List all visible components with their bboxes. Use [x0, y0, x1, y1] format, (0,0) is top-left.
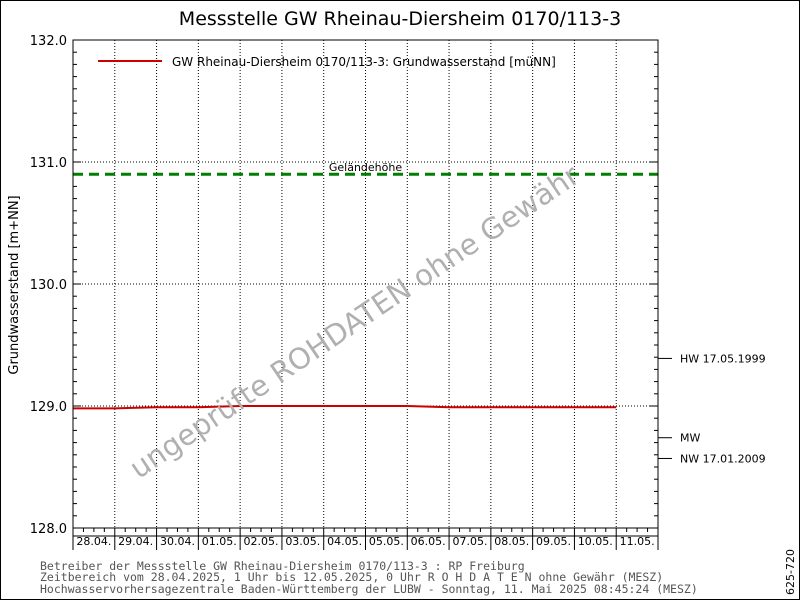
x-tick-label: 29.04. — [118, 535, 153, 548]
marker-label: NW 17.01.2009 — [680, 452, 766, 465]
grid-lines — [73, 40, 658, 528]
y-tick-label: 131.0 — [30, 156, 67, 171]
legend-label: GW Rheinau-Diersheim 0170/113-3: Grundwa… — [172, 55, 556, 69]
x-tick-label: 28.04. — [76, 535, 111, 548]
reference-lines: Geländehöhe — [73, 161, 658, 176]
x-tick-label: 05.05. — [369, 535, 404, 548]
x-tick-label: 02.05. — [244, 535, 279, 548]
series-group — [73, 405, 617, 410]
footer-source: Hochwasservorhersagezentrale Baden-Württ… — [40, 582, 698, 596]
legend: GW Rheinau-Diersheim 0170/113-3: Grundwa… — [98, 55, 556, 69]
side-code: 625-720 — [784, 549, 797, 595]
y-tick-label: 129.0 — [30, 400, 67, 415]
x-tick-label: 06.05. — [411, 535, 446, 548]
series-line-grundwasserstand — [73, 405, 617, 410]
reference-line-label: Geländehöhe — [329, 161, 402, 174]
x-tick-label: 08.05. — [494, 535, 529, 548]
marker-label: MW — [680, 432, 700, 445]
footer-time-range: Zeitbereich vom 28.04.2025, 1 Uhr bis 12… — [40, 570, 663, 584]
x-tick-label: 03.05. — [285, 535, 320, 548]
x-tick-label: 07.05. — [452, 535, 487, 548]
x-tick-label: 10.05. — [578, 535, 613, 548]
watermark-text: ungeprüfte ROHDATEN ohne Gewähr — [123, 158, 585, 485]
y-axis-label: Grundwasserstand [m+NN] — [7, 195, 22, 374]
y-tick-label: 132.0 — [30, 34, 67, 49]
y-tick-label: 130.0 — [30, 278, 67, 293]
plot-area-border — [72, 39, 659, 537]
y-tick-label: 128.0 — [30, 522, 67, 537]
y-axis-ticks: 128.0 129.0 130.0 131.0 132.0 — [30, 34, 658, 537]
marker-label: HW 17.05.1999 — [680, 352, 766, 365]
x-tick-label: 01.05. — [202, 535, 237, 548]
right-markers: HW 17.05.1999 MW NW 17.01.2009 — [658, 352, 766, 465]
footer-operator: Betreiber der Messstelle GW Rheinau-Dier… — [40, 559, 525, 573]
x-tick-label: 09.05. — [536, 535, 571, 548]
x-tick-label: 30.04. — [160, 535, 195, 548]
x-tick-label: 04.05. — [327, 535, 362, 548]
chart-title: Messstelle GW Rheinau-Diersheim 0170/113… — [179, 8, 621, 30]
x-axis-ticks: 28.04. 29.04. 30.04. 01.05. 02.05. 03.05. 04.0… — [72, 527, 659, 550]
x-tick-label: 11.05. — [620, 535, 655, 548]
